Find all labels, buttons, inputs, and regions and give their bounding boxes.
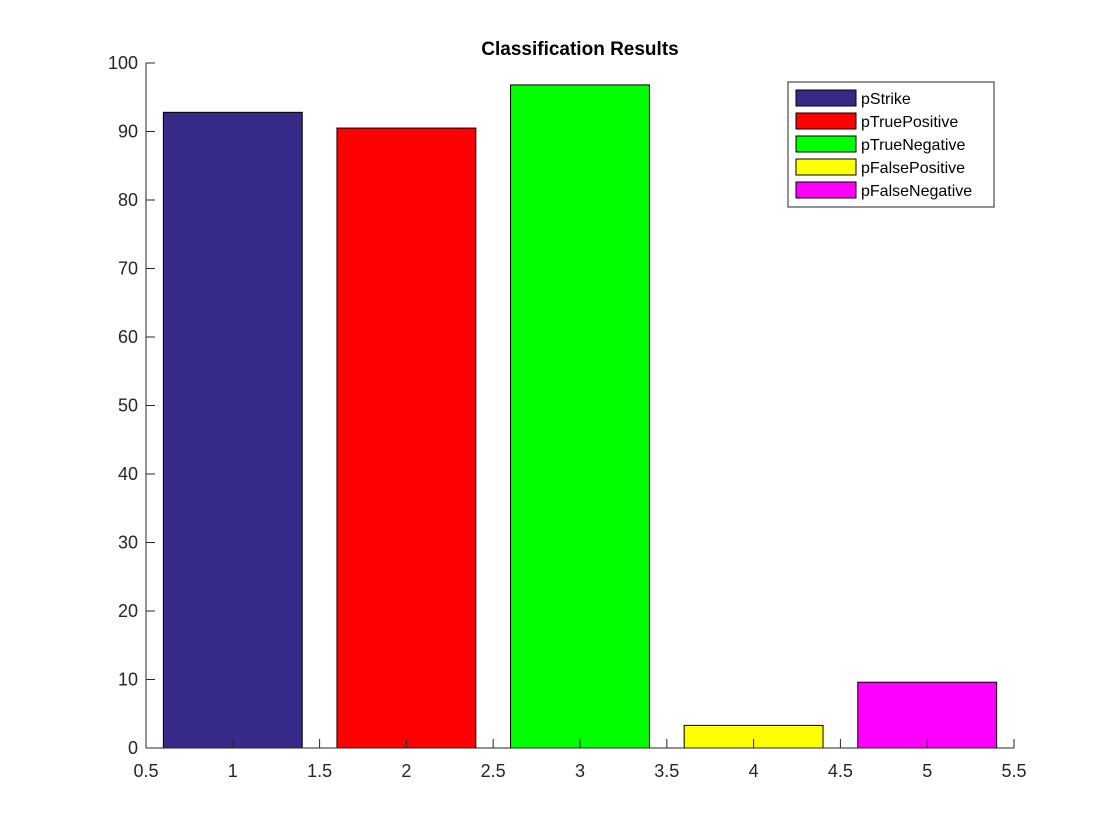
legend-swatch-pFalsePositive: [795, 158, 857, 176]
y-tick-label: 30: [118, 533, 138, 553]
legend-swatch-pFalseNegative: [795, 181, 857, 199]
x-tick-label: 5.5: [1001, 761, 1026, 781]
bar-pStrike: [162, 111, 303, 749]
y-tick-label: 50: [118, 396, 138, 416]
legend-swatch-pTrueNegative: [795, 135, 857, 153]
x-tick-label: 1.5: [307, 761, 332, 781]
bar-pTrueNegative: [510, 84, 650, 749]
y-tick-label: 60: [118, 327, 138, 347]
y-tick-label: 20: [118, 601, 138, 621]
legend-swatch-pStrike: [795, 89, 857, 107]
bars-group: [162, 84, 998, 749]
x-tick-label: 4: [749, 761, 759, 781]
x-tick-label: 4.5: [828, 761, 853, 781]
bar-pFalseNegative: [857, 681, 998, 749]
y-tick-label: 80: [118, 190, 138, 210]
x-tick-label: 1: [228, 761, 238, 781]
y-tick-label: 90: [118, 122, 138, 142]
x-tick-label: 3.5: [654, 761, 679, 781]
y-tick-label: 70: [118, 259, 138, 279]
legend-label-pTruePositive: pTruePositive: [861, 114, 958, 131]
legend-label-pStrike: pStrike: [861, 91, 911, 108]
x-tick-label: 2.5: [481, 761, 506, 781]
legend: pStrike pTruePositive pTrueNegative pFalseP…: [787, 81, 995, 208]
legend-label-pTrueNegative: pTrueNegative: [861, 137, 965, 154]
x-tick-label: 2: [401, 761, 411, 781]
y-tick-label: 40: [118, 464, 138, 484]
legend-swatch-pTruePositive: [795, 112, 857, 130]
chart-title: Classification Results: [481, 39, 678, 60]
ticks-group: 0 10 20 30 40 50 60 70 80 90 100 0.5 1 1.5 2 2.5 3 3.5 4 4.…: [108, 53, 1027, 781]
legend-label-pFalsePositive: pFalsePositive: [861, 160, 965, 177]
x-tick-label: 5: [922, 761, 932, 781]
x-tick-label: 0.5: [133, 761, 158, 781]
x-tick-label: 3: [575, 761, 585, 781]
y-tick-label: 0: [128, 738, 138, 758]
bar-pTruePositive: [336, 127, 477, 749]
y-tick-label: 100: [108, 53, 138, 73]
y-tick-label: 10: [118, 670, 138, 690]
legend-label-pFalseNegative: pFalseNegative: [861, 183, 972, 200]
